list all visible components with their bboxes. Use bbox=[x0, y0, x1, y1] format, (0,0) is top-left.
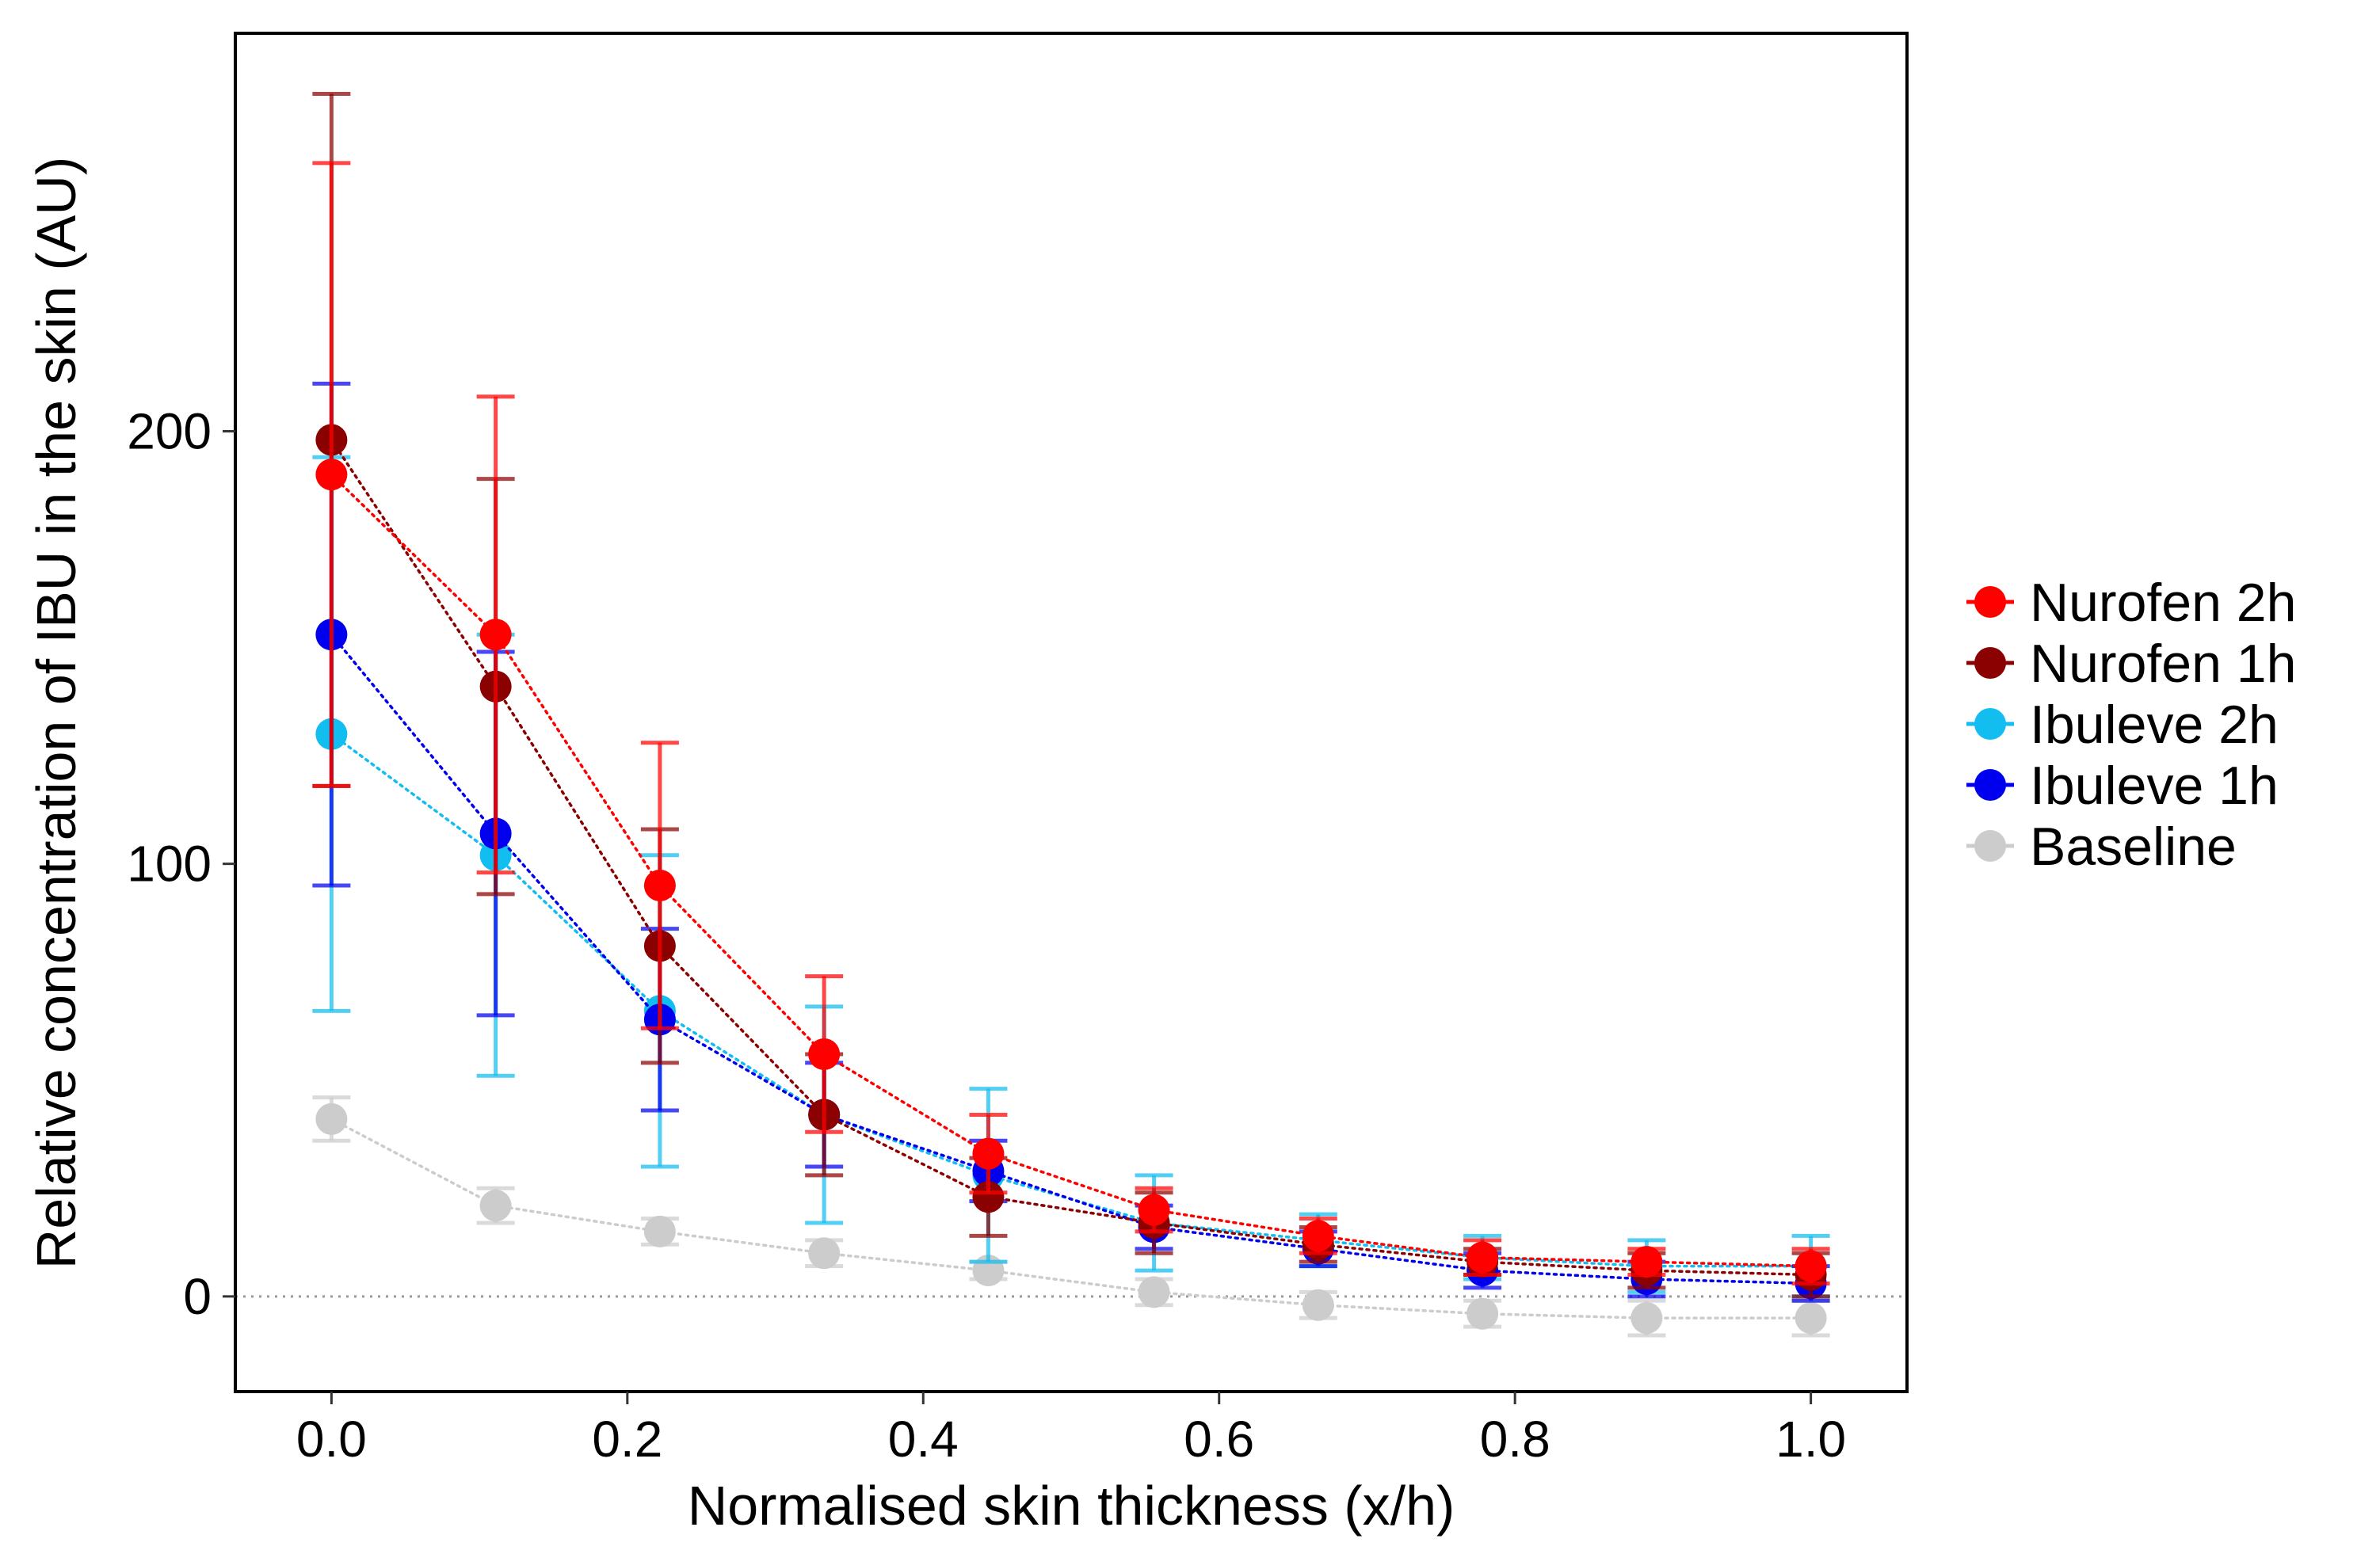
data-point-nurofen-2h bbox=[1467, 1241, 1499, 1274]
series-nurofen-2h bbox=[312, 161, 1830, 1285]
legend-key-marker bbox=[1974, 586, 2006, 618]
series-ibuleve-1h bbox=[312, 381, 1830, 1303]
series-line-ibuleve-1h bbox=[330, 633, 1813, 1285]
data-point-baseline bbox=[643, 1215, 676, 1247]
series-line-nurofen-2h bbox=[330, 473, 1813, 1268]
x-tick-label: 1.0 bbox=[1775, 1411, 1846, 1468]
y-tick-label: 100 bbox=[127, 836, 212, 893]
legend-item-nurofen-2h: Nurofen 2h bbox=[1966, 573, 2296, 633]
plot-data-layer bbox=[235, 91, 1907, 1338]
data-point-nurofen-2h bbox=[1795, 1250, 1827, 1282]
data-point-nurofen-1h bbox=[972, 1181, 1005, 1213]
data-point-baseline bbox=[1467, 1297, 1499, 1330]
series-line-baseline bbox=[330, 1118, 1813, 1320]
x-tick-label: 0.8 bbox=[1480, 1411, 1550, 1468]
data-point-baseline bbox=[1795, 1302, 1827, 1335]
data-point-baseline bbox=[1302, 1289, 1334, 1321]
y-tick-label: 200 bbox=[127, 402, 212, 459]
data-point-baseline bbox=[479, 1190, 512, 1222]
legend-item-ibuleve-1h: Ibuleve 1h bbox=[1966, 756, 2279, 816]
y-axis-title: Relative concentration of IBU in the ski… bbox=[25, 157, 87, 1270]
legend-key-marker bbox=[1974, 769, 2006, 801]
series-nurofen-1h bbox=[312, 91, 1830, 1299]
legend-label: Baseline bbox=[2030, 817, 2237, 877]
y-tick-label: 0 bbox=[183, 1268, 212, 1325]
series-line-nurofen-1h bbox=[330, 438, 1813, 1277]
data-point-nurofen-2h bbox=[315, 459, 348, 491]
data-point-nurofen-2h bbox=[1138, 1194, 1170, 1226]
x-axis-title: Normalised skin thickness (x/h) bbox=[688, 1475, 1455, 1537]
legend-label: Nurofen 1h bbox=[2030, 634, 2296, 694]
plot-panel-border bbox=[234, 32, 1909, 1393]
data-point-nurofen-2h bbox=[479, 619, 512, 651]
legend-key-marker bbox=[1974, 830, 2006, 862]
axis-layer: 0.0 0.2 0.4 0.6 0.8 1.0 0 100 200 bbox=[127, 402, 1846, 1468]
data-point-nurofen-2h bbox=[808, 1038, 841, 1070]
x-tick-label: 0.0 bbox=[296, 1411, 367, 1468]
x-tick-label: 0.2 bbox=[592, 1411, 662, 1468]
x-tick-label: 0.4 bbox=[888, 1411, 959, 1468]
series-ibuleve-2h bbox=[312, 455, 1830, 1299]
data-point-nurofen-2h bbox=[1302, 1220, 1334, 1252]
legend-item-nurofen-1h: Nurofen 1h bbox=[1966, 634, 2296, 694]
legend-label: Ibuleve 1h bbox=[2030, 756, 2279, 816]
data-point-baseline bbox=[808, 1237, 841, 1270]
data-point-baseline bbox=[1138, 1276, 1170, 1308]
legend-item-ibuleve-2h: Ibuleve 2h bbox=[1966, 695, 2279, 755]
series-line-ibuleve-2h bbox=[330, 733, 1813, 1268]
x-tick-label: 0.6 bbox=[1184, 1411, 1254, 1468]
data-point-nurofen-2h bbox=[1631, 1246, 1663, 1278]
legend-key-marker bbox=[1974, 708, 2006, 740]
series-baseline bbox=[312, 1095, 1830, 1338]
legend-key-marker bbox=[1974, 647, 2006, 679]
legend-label: Nurofen 2h bbox=[2030, 573, 2296, 633]
legend-label: Ibuleve 2h bbox=[2030, 695, 2279, 755]
data-point-baseline bbox=[315, 1103, 348, 1135]
data-point-nurofen-2h bbox=[972, 1137, 1005, 1170]
data-point-nurofen-2h bbox=[643, 869, 676, 901]
data-point-baseline bbox=[1631, 1302, 1663, 1335]
legend-item-baseline: Baseline bbox=[1966, 817, 2237, 877]
